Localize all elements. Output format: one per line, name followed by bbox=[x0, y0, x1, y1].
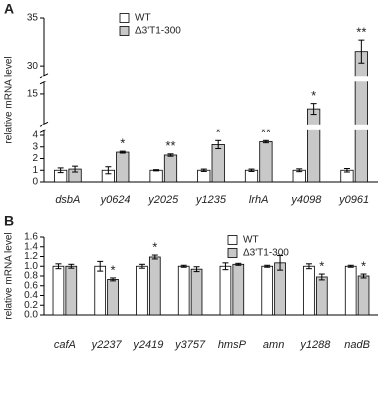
x-tick-label: y0624 bbox=[100, 194, 131, 206]
y-tick-label: 0.4 bbox=[24, 290, 38, 301]
legend-swatch bbox=[227, 248, 238, 258]
bar bbox=[163, 154, 178, 183]
y-tick-label: 2 bbox=[32, 153, 38, 164]
x-tick-label: y1288 bbox=[299, 339, 331, 351]
bar bbox=[219, 265, 232, 316]
legend-swatch bbox=[227, 235, 238, 245]
break-gap bbox=[42, 76, 378, 82]
bar bbox=[136, 265, 148, 316]
x-tick-label: nadB bbox=[344, 339, 370, 351]
x-tick-label: lrhA bbox=[249, 194, 269, 206]
y-tick-label: 0.6 bbox=[24, 280, 38, 291]
significance: * bbox=[311, 88, 316, 103]
y-tick-label: 0.0 bbox=[24, 310, 38, 321]
y-tick-label: 1.6 bbox=[24, 232, 38, 243]
significance: ** bbox=[261, 125, 271, 140]
bar bbox=[354, 51, 368, 183]
bar bbox=[94, 265, 107, 316]
legend-label: Δ3'T1-300 bbox=[243, 248, 289, 259]
y-tick-label: 1.4 bbox=[24, 241, 38, 252]
y-tick-label: 1.2 bbox=[24, 251, 38, 262]
legend-swatch bbox=[119, 26, 130, 36]
x-tick-label: y3757 bbox=[174, 339, 206, 351]
bar bbox=[211, 144, 225, 183]
y-tick-label: 0.2 bbox=[24, 300, 38, 311]
significance: * bbox=[120, 136, 125, 151]
bar bbox=[307, 108, 321, 183]
x-tick-label: dsbA bbox=[55, 194, 80, 206]
significance: ** bbox=[165, 138, 175, 153]
bar bbox=[107, 279, 119, 316]
bar bbox=[177, 265, 190, 316]
y-tick-label: 0 bbox=[32, 177, 38, 188]
significance: ** bbox=[356, 25, 366, 40]
x-tick-label: y2419 bbox=[132, 339, 163, 351]
y-tick-label: 4 bbox=[32, 130, 38, 141]
bar bbox=[344, 265, 357, 316]
x-tick-label: y2025 bbox=[147, 194, 179, 206]
y-axis-label: relative mRNA level bbox=[4, 232, 15, 319]
bar bbox=[315, 276, 328, 316]
bar bbox=[116, 151, 130, 183]
bar bbox=[52, 265, 65, 316]
y-tick-label: 0.8 bbox=[24, 271, 38, 282]
axis-break bbox=[39, 73, 49, 79]
y-tick-label: 35 bbox=[27, 13, 39, 24]
bar bbox=[197, 169, 211, 183]
break-gap bbox=[42, 124, 378, 130]
legend-label: Δ3'T1-300 bbox=[135, 26, 181, 37]
bar bbox=[244, 169, 259, 183]
x-tick-label: y1235 bbox=[195, 194, 227, 206]
legend-label: WT bbox=[243, 235, 259, 246]
bar bbox=[303, 265, 315, 316]
x-tick-label: y4098 bbox=[290, 194, 322, 206]
y-tick-label: 1.0 bbox=[24, 261, 38, 272]
bar bbox=[259, 141, 273, 183]
y-tick-label: 30 bbox=[27, 61, 39, 72]
significance: * bbox=[319, 258, 324, 273]
y-tick-label: 1 bbox=[32, 165, 38, 176]
x-tick-label: hmsP bbox=[218, 339, 247, 351]
bar bbox=[65, 265, 78, 316]
bar bbox=[274, 262, 286, 316]
x-tick-label: y0961 bbox=[338, 194, 369, 206]
x-tick-label: y2237 bbox=[91, 339, 123, 351]
bar bbox=[261, 265, 274, 316]
legend-label: WT bbox=[135, 13, 151, 24]
legend-swatch bbox=[119, 13, 130, 23]
panel-label: B bbox=[4, 213, 14, 229]
y-tick-label: 3 bbox=[32, 141, 38, 152]
axis-break bbox=[39, 121, 49, 127]
significance: * bbox=[152, 239, 157, 254]
bar bbox=[149, 169, 163, 183]
significance: * bbox=[216, 125, 221, 140]
y-axis-label: relative mRNA level bbox=[4, 56, 15, 143]
significance: * bbox=[361, 258, 366, 273]
bar bbox=[148, 256, 161, 316]
x-tick-label: cafA bbox=[54, 339, 76, 351]
bar bbox=[232, 263, 245, 316]
y-tick-label: 15 bbox=[27, 89, 39, 100]
x-tick-label: amn bbox=[263, 339, 284, 351]
significance: * bbox=[111, 262, 116, 277]
bar bbox=[190, 268, 203, 316]
bar bbox=[357, 275, 370, 316]
panel-label: A bbox=[4, 1, 14, 17]
